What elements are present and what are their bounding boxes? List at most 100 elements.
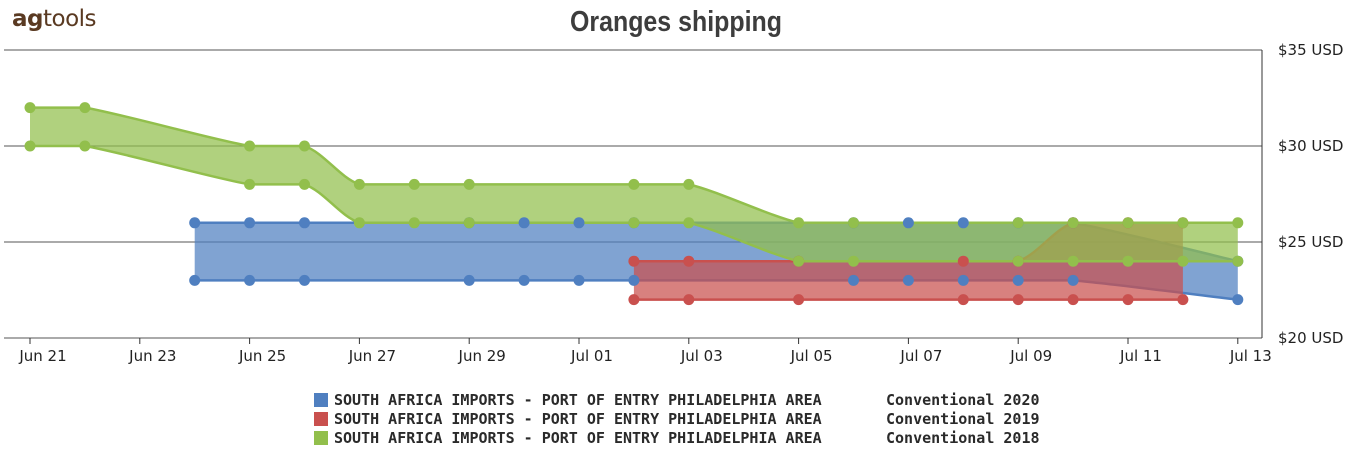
agtools-logo[interactable]: agtools (12, 6, 97, 32)
y-tick-label: $30 USD (1278, 137, 1343, 155)
data-point[interactable] (573, 217, 585, 229)
series-areas (30, 106, 1239, 301)
data-point[interactable] (793, 294, 805, 306)
data-point[interactable] (1232, 294, 1244, 306)
x-tick-label: Jul 03 (680, 347, 723, 365)
x-tick-label: Jun 23 (128, 347, 176, 365)
data-point[interactable] (957, 274, 969, 286)
legend-series-condition: Conventional 2019 (886, 409, 1040, 428)
x-tick-label: Jul 05 (790, 347, 833, 365)
data-point[interactable] (957, 255, 969, 267)
data-point[interactable] (1232, 217, 1244, 229)
data-point[interactable] (628, 178, 640, 190)
x-tick-label: Jul 01 (570, 347, 613, 365)
data-point[interactable] (1122, 255, 1134, 267)
legend-series-condition: Conventional 2020 (886, 390, 1040, 409)
data-point[interactable] (573, 274, 585, 286)
legend-swatch (314, 430, 328, 445)
data-point[interactable] (902, 274, 914, 286)
y-tick-label: $25 USD (1278, 233, 1343, 251)
data-point[interactable] (518, 217, 530, 229)
data-point[interactable] (24, 102, 36, 114)
data-point[interactable] (353, 217, 365, 229)
data-point[interactable] (299, 274, 310, 286)
legend-item-1[interactable]: SOUTH AFRICA IMPORTS - PORT OF ENTRY PHI… (314, 390, 1040, 409)
data-point[interactable] (353, 178, 365, 190)
data-point[interactable] (683, 217, 695, 229)
data-point[interactable] (957, 294, 969, 306)
data-point[interactable] (683, 255, 695, 267)
data-point[interactable] (79, 140, 91, 152)
data-point[interactable] (1177, 294, 1189, 306)
y-tick-label: $20 USD (1278, 329, 1343, 347)
data-point[interactable] (244, 274, 256, 286)
legend-series-name: SOUTH AFRICA IMPORTS - PORT OF ENTRY PHI… (334, 390, 822, 409)
series-markers (24, 102, 1244, 306)
chart-legend: SOUTH AFRICA IMPORTS - PORT OF ENTRY PHI… (314, 390, 1040, 447)
x-tick-label: Jul 13 (1229, 347, 1272, 365)
data-point[interactable] (1067, 217, 1079, 229)
data-point[interactable] (1177, 217, 1189, 229)
chart-title: Oranges shipping (569, 6, 783, 38)
logo-prefix: ag (12, 6, 43, 32)
x-tick-label: Jul 09 (1009, 347, 1052, 365)
legend-series-name: SOUTH AFRICA IMPORTS - PORT OF ENTRY PHI… (334, 409, 822, 428)
data-point[interactable] (1067, 294, 1079, 306)
data-point[interactable] (848, 274, 859, 286)
data-point[interactable] (1122, 217, 1134, 229)
data-point[interactable] (628, 255, 640, 267)
data-point[interactable] (683, 178, 695, 190)
data-point[interactable] (1177, 255, 1189, 267)
x-tick-label: Jun 21 (18, 347, 66, 365)
legend-series-condition: Conventional 2018 (886, 428, 1040, 447)
data-point[interactable] (1122, 294, 1134, 306)
data-point[interactable] (848, 217, 859, 229)
data-point[interactable] (793, 255, 805, 267)
data-point[interactable] (299, 178, 310, 190)
data-point[interactable] (299, 140, 310, 152)
logo-suffix: tools (42, 6, 97, 32)
data-point[interactable] (1067, 274, 1079, 286)
data-point[interactable] (957, 217, 969, 229)
x-tick-label: Jul 07 (899, 347, 942, 365)
data-point[interactable] (244, 140, 256, 152)
data-point[interactable] (408, 178, 420, 190)
data-point[interactable] (408, 217, 420, 229)
data-point[interactable] (463, 274, 475, 286)
data-point[interactable] (628, 294, 640, 306)
data-point[interactable] (902, 217, 914, 229)
x-tick-label: Jul 11 (1119, 347, 1162, 365)
x-tick-label: Jun 29 (458, 347, 506, 365)
data-point[interactable] (1012, 217, 1024, 229)
data-point[interactable] (628, 217, 640, 229)
data-point[interactable] (79, 102, 91, 114)
legend-item-2[interactable]: SOUTH AFRICA IMPORTS - PORT OF ENTRY PHI… (314, 409, 1040, 428)
data-point[interactable] (1067, 255, 1079, 267)
data-point[interactable] (1012, 255, 1024, 267)
data-point[interactable] (518, 274, 530, 286)
x-tick-label: Jun 25 (238, 347, 286, 365)
x-tick-label: Jun 27 (348, 347, 396, 365)
legend-series-name: SOUTH AFRICA IMPORTS - PORT OF ENTRY PHI… (334, 428, 822, 447)
legend-item-3[interactable]: SOUTH AFRICA IMPORTS - PORT OF ENTRY PHI… (314, 428, 1040, 447)
data-point[interactable] (24, 140, 36, 152)
data-point[interactable] (793, 217, 805, 229)
y-tick-label: $35 USD (1278, 41, 1343, 59)
axes: $20 USD $25 USD $30 USD $35 USD Jun 21 Jun 23… (18, 41, 1343, 365)
legend-swatch (314, 392, 328, 407)
data-point[interactable] (463, 178, 475, 190)
data-point[interactable] (189, 274, 201, 286)
data-point[interactable] (1012, 294, 1024, 306)
data-point[interactable] (683, 294, 695, 306)
data-point[interactable] (463, 217, 475, 229)
data-point[interactable] (244, 217, 256, 229)
data-point[interactable] (1232, 255, 1244, 267)
legend-swatch (314, 411, 328, 426)
data-point[interactable] (848, 255, 859, 267)
data-point[interactable] (189, 217, 201, 229)
data-point[interactable] (1012, 274, 1024, 286)
data-point[interactable] (628, 274, 640, 286)
data-point[interactable] (299, 217, 310, 229)
data-point[interactable] (244, 178, 256, 190)
